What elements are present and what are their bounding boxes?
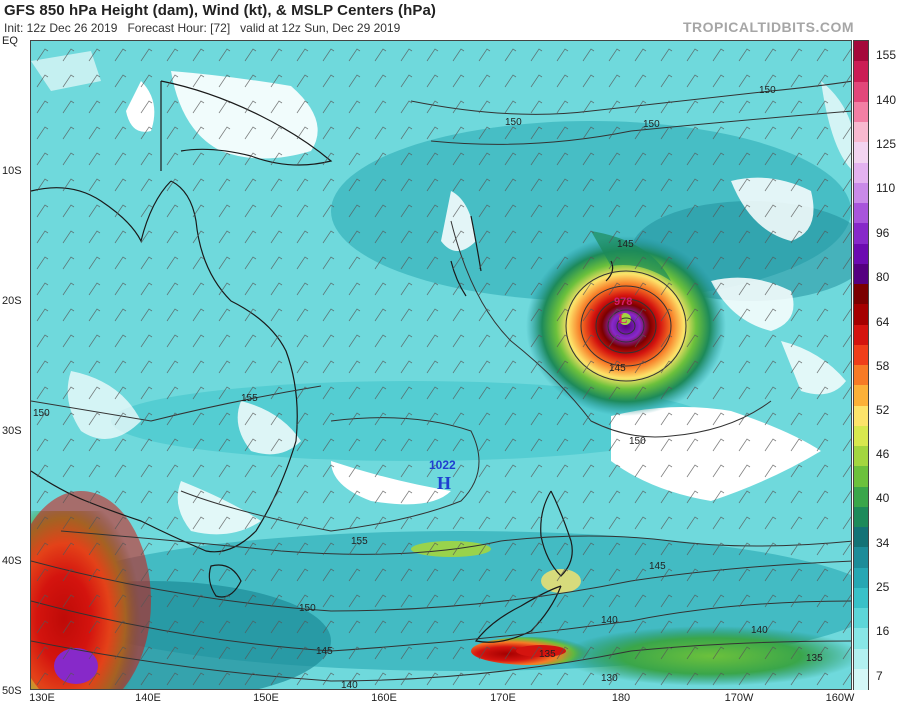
colorbar-label: 80 bbox=[876, 270, 890, 284]
svg-text:150: 150 bbox=[643, 119, 660, 130]
lon-label-150e: 150E bbox=[253, 692, 279, 704]
svg-text:135: 135 bbox=[539, 649, 556, 660]
colorbar-segment bbox=[854, 41, 868, 62]
colorbar-segment bbox=[854, 506, 868, 528]
svg-text:140: 140 bbox=[601, 615, 618, 626]
colorbar-label: 140 bbox=[876, 93, 897, 107]
map-canvas: 150 150 150 145 145 150 155 150 155 150 … bbox=[31, 41, 851, 690]
colorbar-segment bbox=[854, 162, 868, 184]
lon-label-140e: 140E bbox=[135, 692, 161, 704]
colorbar-segment bbox=[854, 324, 868, 346]
init-time: Init: 12z Dec 26 2019 bbox=[4, 21, 118, 35]
colorbar-segment bbox=[854, 344, 868, 366]
low-pressure-value: 978 bbox=[614, 296, 632, 308]
lon-label-170e: 170E bbox=[490, 692, 516, 704]
map-title: GFS 850 hPa Height (dam), Wind (kt), & M… bbox=[4, 2, 437, 19]
svg-text:155: 155 bbox=[241, 393, 258, 404]
map-subtitle: Init: 12z Dec 26 2019 Forecast Hour: [72… bbox=[4, 21, 400, 35]
high-pressure-value: 1022 bbox=[429, 458, 456, 472]
colorbar-segment bbox=[854, 243, 868, 265]
colorbar-segment bbox=[854, 668, 868, 690]
wind-speed-colorbar bbox=[853, 40, 869, 690]
colorbar-segment bbox=[854, 365, 868, 386]
svg-text:150: 150 bbox=[505, 117, 522, 128]
colorbar-label: 7 bbox=[876, 669, 883, 683]
colorbar-segment bbox=[854, 203, 868, 224]
colorbar-segment bbox=[854, 425, 868, 447]
high-pressure-symbol: H bbox=[437, 473, 451, 493]
svg-text:150: 150 bbox=[759, 85, 776, 96]
colorbar-segment bbox=[854, 263, 868, 285]
svg-text:155: 155 bbox=[351, 536, 368, 547]
forecast-hour: Forecast Hour: [72] bbox=[127, 21, 231, 35]
svg-text:145: 145 bbox=[617, 239, 634, 250]
wind-barbs bbox=[31, 41, 851, 689]
colorbar-segment bbox=[854, 61, 868, 82]
svg-text:145: 145 bbox=[649, 561, 666, 572]
high-pressure-center: 1022 H bbox=[429, 458, 456, 493]
colorbar-segment bbox=[854, 587, 868, 609]
colorbar-segment bbox=[854, 405, 868, 427]
lat-label-50s: 50S bbox=[2, 685, 22, 697]
colorbar-segment bbox=[854, 608, 868, 629]
weather-map[interactable]: 150 150 150 145 145 150 155 150 155 150 … bbox=[30, 40, 852, 690]
colorbar-label: 40 bbox=[876, 491, 890, 505]
colorbar-label: 58 bbox=[876, 359, 890, 373]
lat-label-20s: 20S bbox=[2, 295, 22, 307]
lat-label-eq: EQ bbox=[2, 35, 18, 47]
colorbar-label: 46 bbox=[876, 447, 890, 461]
colorbar-label: 25 bbox=[876, 580, 890, 594]
low-pressure-symbol: L bbox=[618, 312, 627, 327]
svg-text:135: 135 bbox=[806, 653, 823, 664]
colorbar-segment bbox=[854, 446, 868, 467]
contour-labels: 150 150 150 145 145 150 155 150 155 150 … bbox=[33, 85, 823, 690]
lon-label-180: 180 bbox=[611, 692, 631, 704]
colorbar-label: 34 bbox=[876, 536, 890, 550]
colorbar-segment bbox=[854, 547, 868, 568]
valid-time: valid at 12z Sun, Dec 29 2019 bbox=[240, 21, 401, 35]
brand-watermark: TROPICALTIDBITS.COM bbox=[682, 19, 854, 35]
colorbar-segment bbox=[854, 628, 868, 649]
svg-text:150: 150 bbox=[629, 436, 646, 447]
svg-text:150: 150 bbox=[33, 408, 50, 419]
svg-text:140: 140 bbox=[751, 625, 768, 636]
colorbar-segment bbox=[854, 466, 868, 487]
lat-label-10s: 10S bbox=[2, 165, 22, 177]
colorbar-segment bbox=[854, 122, 868, 143]
colorbar-segment bbox=[854, 223, 868, 244]
lon-label-130e: 130E bbox=[29, 692, 55, 704]
svg-text:140: 140 bbox=[341, 680, 358, 690]
lat-label-40s: 40S bbox=[2, 555, 22, 567]
colorbar-segment bbox=[854, 527, 868, 548]
colorbar-segment bbox=[854, 284, 868, 305]
colorbar-label: 16 bbox=[876, 624, 890, 638]
colorbar-label: 155 bbox=[876, 48, 897, 62]
colorbar-label: 96 bbox=[876, 226, 890, 240]
svg-text:130: 130 bbox=[601, 673, 618, 684]
colorbar-segment bbox=[854, 567, 868, 589]
colorbar-label: 110 bbox=[876, 181, 896, 195]
colorbar-label: 52 bbox=[876, 403, 890, 417]
lon-label-170w: 170W bbox=[724, 692, 754, 704]
colorbar-label: 125 bbox=[876, 137, 897, 151]
svg-text:145: 145 bbox=[609, 363, 626, 374]
colorbar-segment bbox=[854, 648, 868, 670]
svg-text:145: 145 bbox=[316, 646, 333, 657]
low-pressure-center: 978 L bbox=[614, 296, 632, 327]
colorbar-label: 64 bbox=[876, 315, 890, 329]
colorbar-segment bbox=[854, 486, 868, 508]
colorbar-segment bbox=[854, 81, 868, 103]
lon-label-160e: 160E bbox=[371, 692, 397, 704]
colorbar-segment bbox=[854, 385, 868, 406]
lat-label-30s: 30S bbox=[2, 425, 22, 437]
colorbar-segment bbox=[854, 142, 868, 163]
colorbar-segment bbox=[854, 304, 868, 325]
lon-label-160w: 160W bbox=[825, 692, 855, 704]
svg-text:150: 150 bbox=[299, 603, 316, 614]
colorbar-segment bbox=[854, 101, 868, 123]
colorbar-segment bbox=[854, 182, 868, 204]
